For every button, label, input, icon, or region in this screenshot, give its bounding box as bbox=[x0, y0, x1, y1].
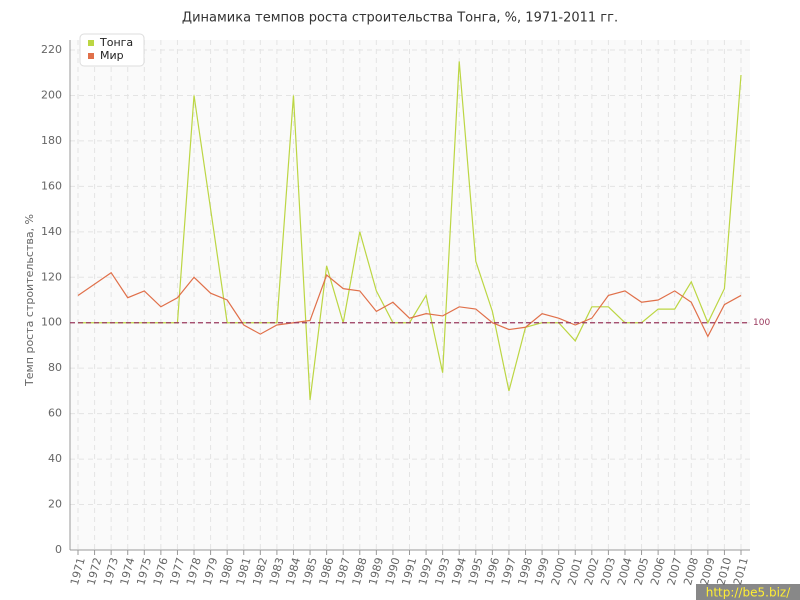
y-tick-label: 100 bbox=[41, 316, 62, 329]
y-tick-label: 200 bbox=[41, 88, 62, 101]
x-tick-label: 2011 bbox=[731, 556, 751, 586]
y-tick-label: 80 bbox=[48, 361, 62, 374]
legend-label: Тонга bbox=[99, 36, 133, 49]
y-tick-label: 140 bbox=[41, 225, 62, 238]
y-axis-label: Темп роста строительства, % bbox=[23, 214, 36, 387]
legend-swatch bbox=[88, 40, 94, 46]
y-tick-label: 20 bbox=[48, 498, 62, 511]
y-tick-label: 60 bbox=[48, 407, 62, 420]
y-tick-label: 220 bbox=[41, 43, 62, 56]
y-tick-label: 40 bbox=[48, 452, 62, 465]
legend-swatch bbox=[88, 53, 94, 59]
reference-label: 100 bbox=[753, 318, 770, 328]
y-tick-label: 160 bbox=[41, 179, 62, 192]
watermark-bg bbox=[696, 584, 800, 600]
y-tick-label: 180 bbox=[41, 134, 62, 147]
legend-label: Мир bbox=[100, 49, 124, 62]
watermark: http://be5.biz/ bbox=[706, 586, 791, 600]
y-tick-label: 0 bbox=[55, 543, 62, 556]
chart-title: Динамика темпов роста строительства Тонг… bbox=[182, 11, 618, 26]
y-tick-label: 120 bbox=[41, 270, 62, 283]
legend-box bbox=[79, 33, 145, 67]
series-line bbox=[77, 271, 742, 338]
